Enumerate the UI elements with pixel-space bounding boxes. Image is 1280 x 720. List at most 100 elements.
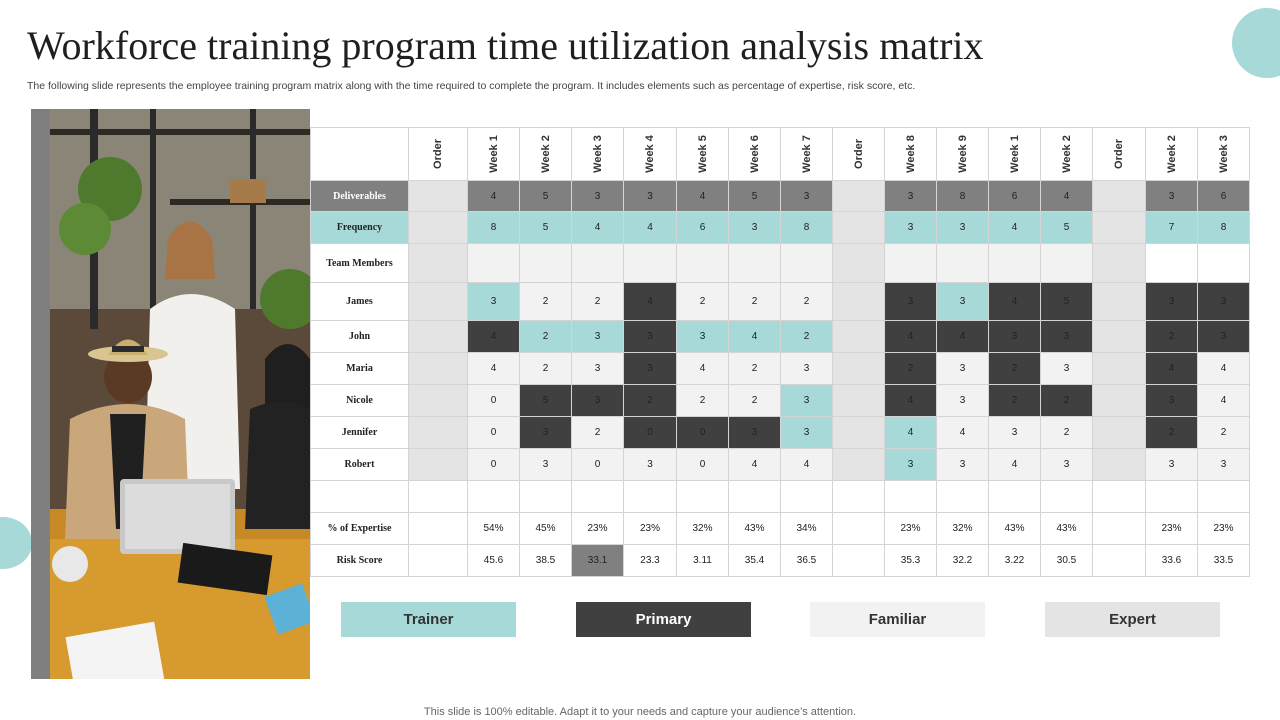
- order-cell: [1092, 352, 1146, 385]
- matrix-cell: [519, 243, 572, 283]
- order-cell: [408, 416, 468, 449]
- matrix-cell: 30.5: [1040, 544, 1093, 577]
- matrix-cell: 4: [884, 416, 937, 449]
- column-header: Week 2: [1040, 127, 1093, 181]
- column-header-label: Order: [852, 139, 865, 169]
- matrix-cell: 3: [728, 211, 781, 244]
- matrix-cell: 32.2: [936, 544, 989, 577]
- matrix-cell: 2: [571, 416, 624, 449]
- matrix-cell: 2: [1145, 416, 1198, 449]
- matrix-cell: 4: [988, 448, 1041, 481]
- column-header-label: Week 5: [696, 135, 709, 173]
- matrix-cell: 23%: [1197, 512, 1250, 545]
- legend-expert-key: Expert: [1045, 602, 1220, 637]
- matrix-cell: 2: [676, 384, 729, 417]
- matrix-cell: 36.5: [780, 544, 833, 577]
- order-cell: [408, 384, 468, 417]
- matrix-cell: [519, 480, 572, 513]
- matrix-cell: 3: [623, 448, 677, 481]
- team-photo: [50, 109, 310, 679]
- matrix-cell: 2: [988, 384, 1041, 417]
- order-cell: [832, 320, 885, 353]
- column-header: Order: [408, 127, 468, 181]
- matrix-cell: 35.3: [884, 544, 937, 577]
- matrix-cell: 8: [780, 211, 833, 244]
- matrix-cell: 5: [519, 384, 572, 417]
- column-header-label: Week 8: [904, 135, 917, 173]
- matrix-cell: 4: [884, 320, 937, 353]
- matrix-cell: 4: [936, 416, 989, 449]
- matrix-cell: [1197, 480, 1250, 513]
- matrix-cell: 3: [1040, 352, 1093, 385]
- matrix-cell: 4: [1197, 384, 1250, 417]
- matrix-cell: 3: [676, 320, 729, 353]
- matrix-cell: [408, 480, 468, 513]
- matrix-cell: 3: [623, 180, 677, 212]
- matrix-cell: 23%: [1145, 512, 1198, 545]
- matrix-cell: [728, 243, 781, 283]
- matrix-cell: 4: [1040, 180, 1093, 212]
- matrix-cell: 0: [571, 448, 624, 481]
- matrix-cell: 4: [780, 448, 833, 481]
- matrix-cell: 6: [1197, 180, 1250, 212]
- matrix-cell: 0: [676, 416, 729, 449]
- matrix-cell: 3: [780, 416, 833, 449]
- order-cell: [832, 211, 885, 244]
- matrix-cell: 4: [884, 384, 937, 417]
- matrix-cell: [1145, 243, 1198, 283]
- matrix-cell: 4: [571, 211, 624, 244]
- column-header-label: Week 1: [487, 135, 500, 173]
- column-header-label: Week 2: [1165, 135, 1178, 173]
- matrix-cell: [884, 480, 937, 513]
- order-cell: [408, 320, 468, 353]
- column-header-label: Week 3: [1217, 135, 1230, 173]
- matrix-cell: [1092, 512, 1146, 545]
- matrix-cell: 3.22: [988, 544, 1041, 577]
- column-header: Week 1: [467, 127, 520, 181]
- matrix-cell: 4: [467, 180, 520, 212]
- column-header-label: Week 4: [644, 135, 656, 173]
- matrix-cell: [728, 480, 781, 513]
- matrix-cell: 3: [884, 282, 937, 321]
- matrix-cell: 2: [780, 320, 833, 353]
- matrix-cell: [1092, 544, 1146, 577]
- matrix-cell: 3: [1197, 320, 1250, 353]
- matrix-cell: 0: [467, 416, 520, 449]
- matrix-cell: 4: [467, 320, 520, 353]
- matrix-cell: 38.5: [519, 544, 572, 577]
- matrix-cell: 2: [728, 282, 781, 321]
- column-header: Week 5: [676, 127, 729, 181]
- matrix-cell: 3: [936, 384, 989, 417]
- training-matrix-table: Order Week 1 Week 2 Week 3 Week 4 Week 5…: [310, 127, 1250, 577]
- table-row: James 3 2 2 4 2 2 2 3 3 4 5 3 3: [310, 282, 1250, 321]
- photo-accent-bar: [31, 109, 50, 679]
- matrix-cell: 4: [676, 180, 729, 212]
- table-row: Maria 4 2 3 3 4 2 3 2 3 2 3 4 4: [310, 352, 1250, 385]
- table-row: Jennifer 0 3 2 0 0 3 3 4 4 3 2 2 2: [310, 416, 1250, 449]
- matrix-cell: 43%: [728, 512, 781, 545]
- matrix-cell: 3: [467, 282, 520, 321]
- matrix-cell: 3: [1145, 384, 1198, 417]
- column-header: Week 8: [884, 127, 937, 181]
- row-label: Risk Score: [310, 544, 409, 577]
- row-label: Robert: [310, 448, 409, 481]
- matrix-cell: [936, 480, 989, 513]
- matrix-cell: [676, 480, 729, 513]
- matrix-cell: [676, 243, 729, 283]
- matrix-cell: 3: [780, 180, 833, 212]
- matrix-cell: 4: [676, 352, 729, 385]
- column-header: Week 3: [1197, 127, 1250, 181]
- matrix-cell: 45.6: [467, 544, 520, 577]
- matrix-cell: 4: [1197, 352, 1250, 385]
- table-row: [310, 480, 1250, 513]
- matrix-cell: 3: [1197, 282, 1250, 321]
- slide-subtitle: The following slide represents the emplo…: [27, 80, 916, 92]
- order-cell: [832, 352, 885, 385]
- table-row: Risk Score 45.6 38.5 33.1 23.3 3.11 35.4 36.5 35…: [310, 544, 1250, 577]
- column-header: Week 2: [1145, 127, 1198, 181]
- order-cell: [1092, 211, 1146, 244]
- matrix-cell: [1197, 243, 1250, 283]
- column-header-label: Week 2: [1060, 135, 1073, 173]
- table-row: Robert 0 3 0 3 0 4 4 3 3 4 3 3 3: [310, 448, 1250, 481]
- matrix-cell: 33.6: [1145, 544, 1198, 577]
